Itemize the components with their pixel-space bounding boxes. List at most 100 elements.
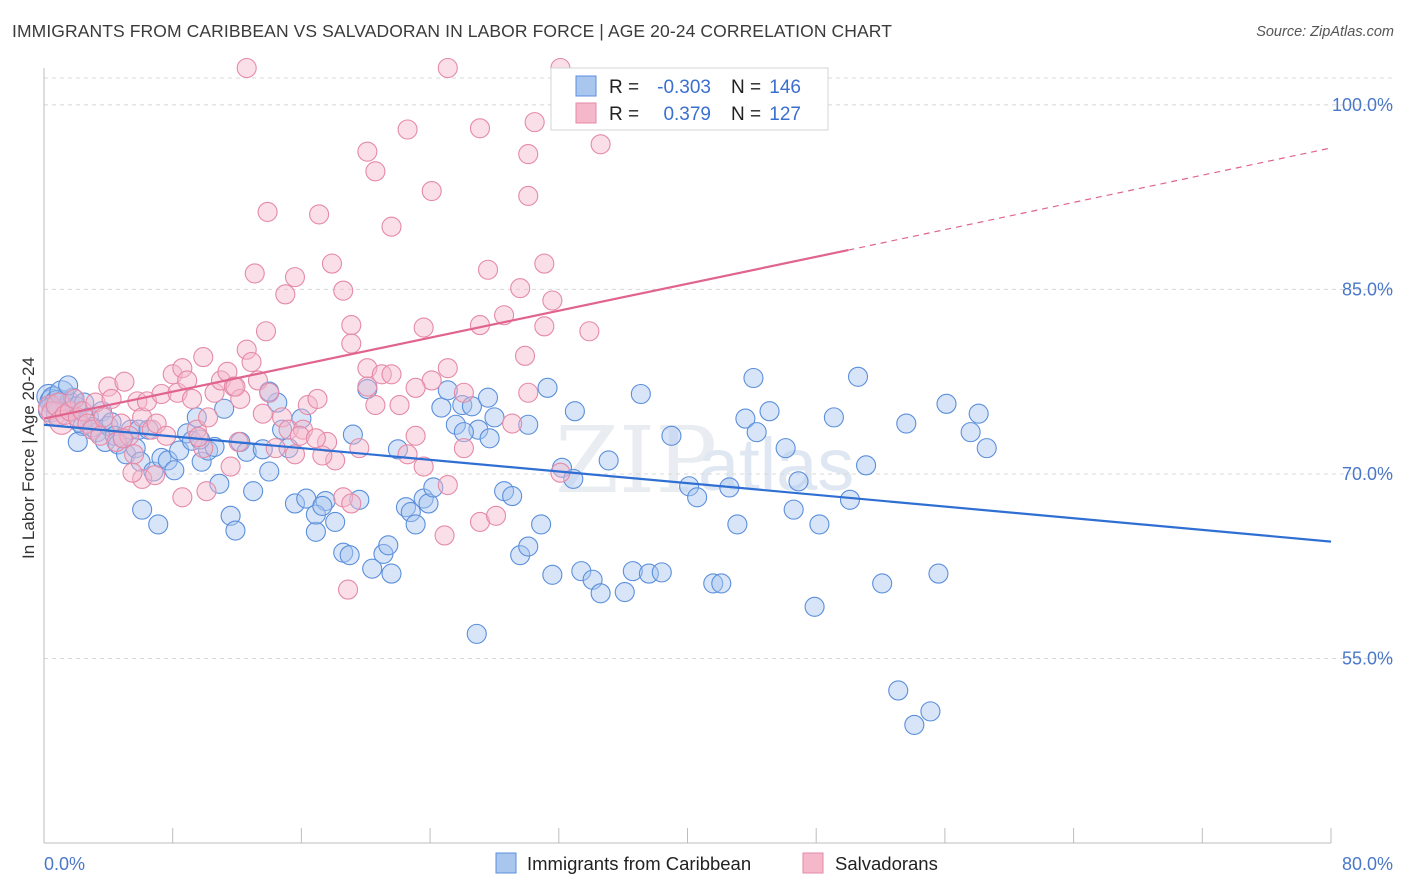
- caribbean-point-102: [622, 561, 643, 582]
- salvadoran-point-83: [321, 253, 343, 274]
- caribbean-point-106: [679, 476, 700, 497]
- caribbean-point-105: [661, 425, 682, 446]
- caribbean-point-121: [847, 366, 869, 387]
- y-tick-label-2: 85.0%: [1342, 279, 1393, 299]
- salvadoran-point-77: [172, 487, 193, 508]
- salvadoran-point-104: [524, 112, 545, 133]
- caribbean-point-76: [405, 514, 426, 535]
- salvadoran-point-91: [421, 180, 442, 202]
- salvadoran-point-97: [518, 185, 539, 206]
- caribbean-point-90: [502, 486, 523, 507]
- legend-box: R = -0.303 N = 146 R = 0.379 N = 127: [550, 67, 829, 131]
- caribbean-point-72: [381, 563, 402, 584]
- salvadoran-point-35: [198, 407, 219, 428]
- salvadoran-point-47: [272, 407, 293, 428]
- salvadoran-point-32: [181, 388, 203, 409]
- salvadoran-point-72: [486, 505, 507, 526]
- x-tick-label-1: 80.0%: [1342, 854, 1393, 874]
- caribbean-point-97: [571, 561, 592, 582]
- salvadoran-point-99: [542, 290, 563, 311]
- y-tick-label-1: 70.0%: [1342, 464, 1393, 484]
- salvadoran-point-50: [275, 284, 296, 305]
- salvadoran-point-92: [437, 358, 458, 379]
- bottom-legend-label-caribbean: Immigrants from Caribbean: [527, 853, 751, 874]
- caribbean-point-35: [132, 499, 153, 520]
- caribbean-point-91: [510, 545, 531, 566]
- salvadoran-point-79: [244, 263, 265, 284]
- salvadoran-point-117: [514, 345, 536, 366]
- salvadoran-point-123: [188, 426, 209, 448]
- legend-frame: [550, 67, 829, 131]
- legend-n-value-1: 146: [769, 77, 801, 98]
- salvadoran-point-73: [502, 413, 523, 434]
- caribbean-point-143: [896, 413, 917, 434]
- caribbean-point-131: [976, 438, 997, 459]
- bottom-legend-swatch-salvadoran: [802, 852, 824, 874]
- salvadoran-point-118: [534, 316, 555, 337]
- salvadoran-point-94: [477, 259, 499, 280]
- caribbean-point-119: [823, 407, 844, 428]
- caribbean-point-136: [564, 401, 585, 422]
- caribbean-point-94: [542, 564, 563, 585]
- salvadoran-point-45: [259, 382, 280, 403]
- caribbean-point-108: [703, 573, 724, 594]
- caribbean-point-75: [400, 502, 421, 523]
- salvadoran-point-112: [453, 382, 474, 403]
- caribbean-point-53: [243, 481, 264, 502]
- caribbean-point-57: [272, 419, 293, 440]
- salvadoran-point-100: [236, 57, 257, 79]
- caribbean-point-117: [804, 596, 825, 617]
- caribbean-point-82: [445, 414, 466, 435]
- caribbean-point-112: [735, 408, 756, 429]
- salvadoran-point-108: [196, 481, 217, 502]
- legend-n-value-2: 127: [769, 104, 801, 125]
- axes: [43, 68, 1332, 844]
- caribbean-point-125: [904, 714, 925, 735]
- caribbean-point-114: [759, 401, 780, 422]
- caribbean-point-109: [711, 573, 732, 594]
- salvadoran-point-48: [278, 419, 299, 440]
- trend-line-caribbean: [43, 423, 1332, 543]
- salvadoran-point-66: [405, 425, 426, 446]
- caribbean-point-128: [936, 393, 957, 414]
- legend-r-value-2: 0.379: [663, 104, 711, 125]
- caribbean-point-55: [259, 461, 280, 482]
- salvadoran-point-69: [437, 474, 458, 496]
- caribbean-point-111: [727, 514, 748, 535]
- salvadoran-point-51: [255, 321, 277, 342]
- salvadoran-point-90: [413, 317, 434, 338]
- caribbean-point-144: [312, 495, 333, 516]
- salvadoran-point-31: [177, 370, 198, 391]
- caribbean-point-134: [537, 377, 558, 398]
- caribbean-point-67: [342, 424, 363, 445]
- salvadoran-point-87: [365, 161, 386, 182]
- caribbean-point-47: [209, 473, 230, 494]
- bottom-legend-label-salvadoran: Salvadorans: [835, 853, 938, 874]
- caribbean-point-31: [67, 431, 88, 453]
- salvadoran-point-16: [106, 431, 127, 453]
- legend-swatch-caribbean: [575, 75, 597, 97]
- salvadoran-point-101: [437, 57, 458, 79]
- caribbean-point-104: [651, 562, 672, 583]
- bottom-legend: Immigrants from Caribbean Salvadorans: [495, 852, 938, 874]
- caribbean-point-70: [362, 558, 383, 579]
- caribbean-point-142: [783, 499, 804, 520]
- salvadoran-point-63: [381, 364, 402, 385]
- salvadoran-point-84: [333, 280, 354, 301]
- salvadoran-point-30: [172, 358, 193, 379]
- salvadoran-point-95: [494, 305, 515, 326]
- legend-n-label-2: N =: [731, 104, 761, 125]
- caribbean-point-135: [518, 414, 539, 435]
- caribbean-point-107: [687, 487, 708, 508]
- salvadoran-point-76: [220, 456, 241, 477]
- salvadoran-point-119: [579, 321, 600, 342]
- caribbean-point-50: [225, 520, 246, 541]
- caribbean-point-141: [453, 422, 474, 443]
- caribbean-point-126: [920, 701, 941, 722]
- salvadoran-point-81: [284, 267, 306, 288]
- salvadoran-point-88: [381, 216, 402, 237]
- y-tick-label-0: 55.0%: [1342, 648, 1393, 668]
- salvadoran-point-80: [257, 201, 278, 222]
- salvadoran-point-17: [111, 413, 132, 434]
- salvadoran-point-85: [341, 315, 362, 336]
